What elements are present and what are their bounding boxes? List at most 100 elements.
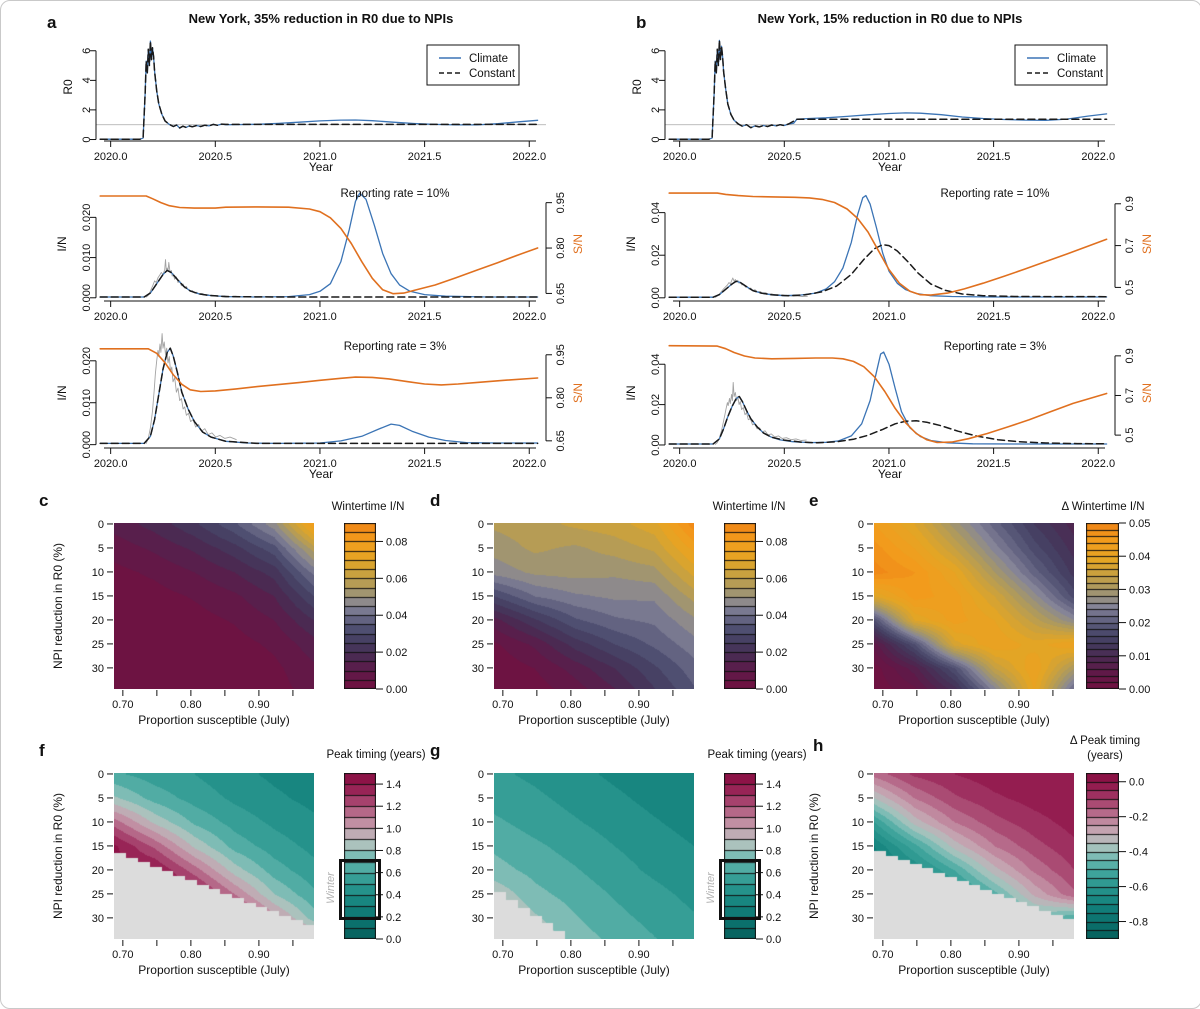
x-tick-label: 2020.0 (94, 151, 128, 163)
colorbar-tick-label: 1.2 (386, 801, 401, 813)
legend-label-climate: Climate (469, 53, 508, 65)
heat-x-tick-label: 0.70 (112, 699, 133, 711)
y-tick-label: 2 (650, 107, 662, 113)
colorbar-tick-label: 0.4 (766, 890, 781, 902)
heat-x-tick-label: 0.80 (940, 949, 961, 961)
y-tick-label: 2 (81, 107, 93, 113)
heat-y-tick-label: 20 (472, 865, 484, 877)
ylabel-r0-a: R0 (61, 79, 75, 95)
colorbar-tick-label: 0.6 (386, 868, 401, 880)
x-tick-label: 2020.5 (767, 151, 801, 163)
heat-x-tick-label: 0.70 (492, 699, 513, 711)
colorbar-tick-label: -0.6 (1129, 882, 1148, 894)
colorbar-title-h-line2: (years) (1087, 750, 1123, 762)
heat-y-tick-label: 5 (478, 793, 484, 805)
colorbar-tick-label: -0.2 (1129, 812, 1148, 824)
colorbar-tick-label: 0.0 (766, 934, 781, 946)
heat-y-tick-label: 25 (852, 889, 864, 901)
series-climate (99, 192, 539, 298)
legend-label-constant: Constant (469, 68, 516, 80)
y2label-sn-b3: S/N (1140, 383, 1154, 404)
y-tick-label: 4 (650, 77, 662, 83)
heat-x-tick-label: 0.80 (940, 699, 961, 711)
x-tick-label: 2022.0 (1081, 311, 1115, 323)
y2-tick-label: 0.7 (1124, 388, 1136, 403)
xlabel-susceptible-e: Proportion susceptible (July) (898, 713, 1050, 727)
heat-x-tick-label: 0.90 (1008, 699, 1029, 711)
ylabel-npi-f: NPI reduction in R0 (%) (51, 792, 65, 920)
annotation-reporting-rate-a3: Reporting rate = 3% (343, 341, 447, 353)
x-tick-label: 2020.0 (663, 311, 697, 323)
x-tick-label: 2020.5 (198, 311, 232, 323)
heat-y-tick-label: 15 (472, 841, 484, 853)
xlabel-susceptible-d: Proportion susceptible (July) (518, 713, 670, 727)
panel-letter-b: b (636, 13, 647, 32)
y2-tick-label: 0.80 (555, 237, 567, 258)
series-constant (99, 269, 539, 298)
winter-label-f: Winter (325, 872, 337, 904)
heat-y-tick-label: 15 (92, 591, 104, 603)
colorbar-tick-label: 1.0 (766, 823, 781, 835)
y2-tick-label: 0.5 (1124, 427, 1136, 442)
colorbar-g (724, 773, 756, 939)
colorbar-tick-label: 0.04 (1129, 551, 1150, 563)
x-tick-label: 2021.0 (303, 458, 337, 470)
y-tick-label: 0.04 (650, 354, 662, 375)
xlabel-year-b3: Year (877, 467, 903, 481)
y-tick-label: 0.000 (81, 284, 93, 312)
x-tick-label: 2020.0 (94, 458, 128, 470)
heat-y-tick-label: 30 (852, 663, 864, 675)
y2-tick-label: 0.5 (1124, 280, 1136, 295)
y2-tick-label: 0.80 (555, 387, 567, 408)
heatmap-d (494, 523, 694, 689)
series-constant (99, 347, 539, 445)
series-constant (668, 395, 1108, 445)
colorbar-title-e: Δ Wintertime I/N (1061, 501, 1145, 513)
y2label-sn-a3: S/N (571, 383, 585, 404)
x-tick-label: 2021.0 (872, 151, 906, 163)
heat-x-tick-label: 0.90 (1008, 949, 1029, 961)
annotation-reporting-rate-b10: Reporting rate = 10% (940, 188, 1050, 200)
heatmap-h (874, 773, 1074, 939)
series-observed (145, 333, 237, 444)
colorbar-title-h-line1: Δ Peak timing (1069, 735, 1141, 747)
heat-x-tick-label: 0.90 (628, 949, 649, 961)
series-susceptible (668, 192, 1108, 296)
heat-y-tick-label: 30 (852, 913, 864, 925)
heat-y-tick-label: 25 (92, 889, 104, 901)
colorbar-tick-label: 0.03 (1129, 584, 1150, 596)
x-tick-label: 2021.5 (977, 311, 1011, 323)
colorbar-tick-label: -0.4 (1129, 847, 1148, 859)
colorbar-tick-label: 0.08 (766, 536, 787, 548)
colorbar-tick-label: 1.4 (766, 779, 781, 791)
heat-y-tick-label: 0 (858, 519, 864, 531)
colorbar-tick-label: 0.2 (386, 912, 401, 924)
x-tick-label: 2021.0 (303, 311, 337, 323)
heat-y-tick-label: 15 (852, 841, 864, 853)
series-susceptible (99, 347, 539, 393)
heat-x-tick-label: 0.80 (560, 949, 581, 961)
colorbar-tick-label: 0.0 (1129, 777, 1144, 789)
heat-y-tick-label: 25 (852, 639, 864, 651)
colorbar-tick-label: 1.2 (766, 801, 781, 813)
ylabel-in-b3: I/N (624, 385, 638, 401)
heat-y-tick-label: 20 (92, 865, 104, 877)
heatmap-g (494, 773, 694, 939)
colorbar-c (344, 523, 376, 689)
x-tick-label: 2022.0 (512, 311, 546, 323)
heatmap-c (114, 523, 314, 689)
x-tick-label: 2021.5 (977, 458, 1011, 470)
colorbar-e (1086, 523, 1119, 689)
x-tick-label: 2022.0 (512, 151, 546, 163)
colorbar-title-d: Wintertime I/N (712, 501, 786, 513)
y2-tick-label: 0.65 (555, 283, 567, 304)
heat-y-tick-label: 20 (92, 615, 104, 627)
heat-y-tick-label: 20 (852, 865, 864, 877)
annotation-reporting-rate-a10: Reporting rate = 10% (340, 188, 450, 200)
colorbar-tick-label: 0.02 (386, 647, 407, 659)
y-tick-label: 0.00 (650, 434, 662, 455)
heat-y-tick-label: 0 (858, 769, 864, 781)
heat-y-tick-label: 10 (92, 567, 104, 579)
x-tick-label: 2021.5 (408, 311, 442, 323)
